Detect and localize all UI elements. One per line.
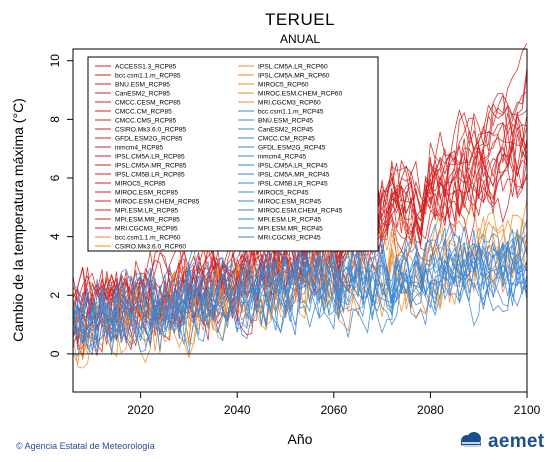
- legend-label: IPSL.CM5A.MR_RCP85: [115, 163, 187, 170]
- legend-label: IPSL.CM5B.LR_RCP85: [115, 172, 185, 179]
- legend-label: MIROC5_RCP45: [258, 190, 309, 197]
- legend-label: MIROC5_RCP60: [258, 82, 309, 89]
- series-line: [72, 225, 528, 340]
- legend-label: MRI.CGCM3_RCP45: [258, 235, 321, 242]
- legend-label: MIROC.ESM_RCP85: [115, 190, 178, 197]
- legend-label: MPI.ESM.LR_RCP45: [258, 217, 321, 224]
- legend-label: IPSL.CM5A.LR_RCP60: [258, 64, 328, 71]
- legend-label: bcc.csm1.1.m_RCP45: [258, 109, 324, 116]
- legend-label: MPI.ESM.MR_RCP45: [258, 226, 323, 233]
- legend-label: CMCC.CMS_RCP85: [115, 118, 177, 125]
- legend-label: CSIRO.Mk3.6.0_RCP60: [115, 244, 186, 251]
- x-axis-label: Año: [288, 431, 313, 447]
- legend-label: CMCC.CESM_RCP85: [115, 100, 181, 107]
- legend-label: IPSL.CM5A.MR_RCP45: [258, 172, 330, 179]
- y-axis-label: Cambio de la temperatura máxima (°C): [10, 98, 26, 342]
- legend-label: CanESM2_RCP45: [258, 127, 313, 134]
- legend-label: MRI.CGCM3_RCP60: [258, 100, 321, 107]
- legend-label: MIROC.ESM_RCP45: [258, 199, 321, 206]
- series-line: [72, 74, 528, 350]
- legend-label: CSIRO.Mk3.6.0_RCP85: [115, 127, 186, 134]
- legend-label: MRI.CGCM3_RCP85: [115, 226, 178, 233]
- series-line: [72, 236, 528, 342]
- legend-label: MPI.ESM.LR_RCP85: [115, 208, 178, 215]
- legend-label: IPSL.CM5A.MR_RCP60: [258, 73, 330, 80]
- y-tick-label: 8: [48, 116, 62, 123]
- legend: ACCESS1.3_RCP85 bcc.csm1.1.m_RCP85 BNU.ESM…: [87, 56, 379, 252]
- y-tick-label: 2: [48, 292, 62, 299]
- series-line: [72, 258, 528, 353]
- legend-label: GFDL.ESM2G_RCP85: [115, 136, 183, 143]
- legend-label: IPSL.CM5B.LR_RCP45: [258, 181, 328, 188]
- x-tick-label: 2020: [127, 403, 154, 417]
- legend-label: IPSL.CM5A.LR_RCP85: [115, 154, 185, 161]
- legend-label: inmcm4_RCP85: [115, 145, 163, 152]
- series-line: [72, 211, 528, 343]
- legend-label: MIROC5_RCP85: [115, 181, 166, 188]
- x-tick-label: 2060: [320, 403, 347, 417]
- cloud-icon: [461, 432, 481, 447]
- legend-label: bcc.csm1.1.m_RCP60: [115, 235, 181, 242]
- y-tick-label: 10: [48, 54, 62, 68]
- legend-label: CMCC.CM_RCP45: [258, 136, 315, 143]
- plot-frame: [72, 48, 528, 393]
- legend-label: MIROC.ESM.CHEM_RCP60: [258, 91, 343, 98]
- y-tick-label: 4: [48, 233, 62, 240]
- series-line: [72, 227, 528, 351]
- legend-label: CanESM2_RCP85: [115, 91, 170, 98]
- logo-text: aemet: [488, 431, 545, 452]
- x-tick-label: 2040: [224, 403, 251, 417]
- series-line: [72, 246, 528, 345]
- series-line: [72, 219, 528, 369]
- x-tick-label: 2080: [417, 403, 444, 417]
- aemet-logo: aemet: [458, 430, 544, 454]
- legend-box: [87, 56, 379, 252]
- legend-label: MPI.ESM.MR_RCP85: [115, 217, 180, 224]
- chart-subtitle: ANUAL: [279, 32, 320, 46]
- credit-text: © Agencia Estatal de Meteorología: [16, 441, 155, 451]
- legend-label: BNU.ESM_RCP45: [258, 118, 313, 125]
- legend-label: MIROC.ESM.CHEM_RCP85: [115, 199, 200, 206]
- legend-label: GFDL.ESM2G_RCP45: [258, 145, 326, 152]
- legend-label: CMCC.CM_RCP85: [115, 109, 172, 116]
- axes-layer: 2020 2040 2060 2080 2100 0 2 4 6 8 10: [48, 54, 541, 417]
- legend-label: MIROC.ESM.CHEM_RCP45: [258, 208, 343, 215]
- legend-label: BNU.ESM_RCP85: [115, 82, 170, 89]
- y-tick-label: 6: [48, 174, 62, 181]
- x-tick-label: 2100: [514, 403, 541, 417]
- series-line: [72, 248, 528, 346]
- legend-label: bcc.csm1.1.m_RCP85: [115, 73, 181, 80]
- legend-label: IPSL.CM5A.LR_RCP45: [258, 163, 328, 170]
- legend-label: inmcm4_RCP45: [258, 154, 306, 161]
- chart-title: TERUEL: [264, 10, 336, 29]
- y-tick-label: 0: [48, 350, 62, 357]
- legend-label: ACCESS1.3_RCP85: [115, 64, 177, 71]
